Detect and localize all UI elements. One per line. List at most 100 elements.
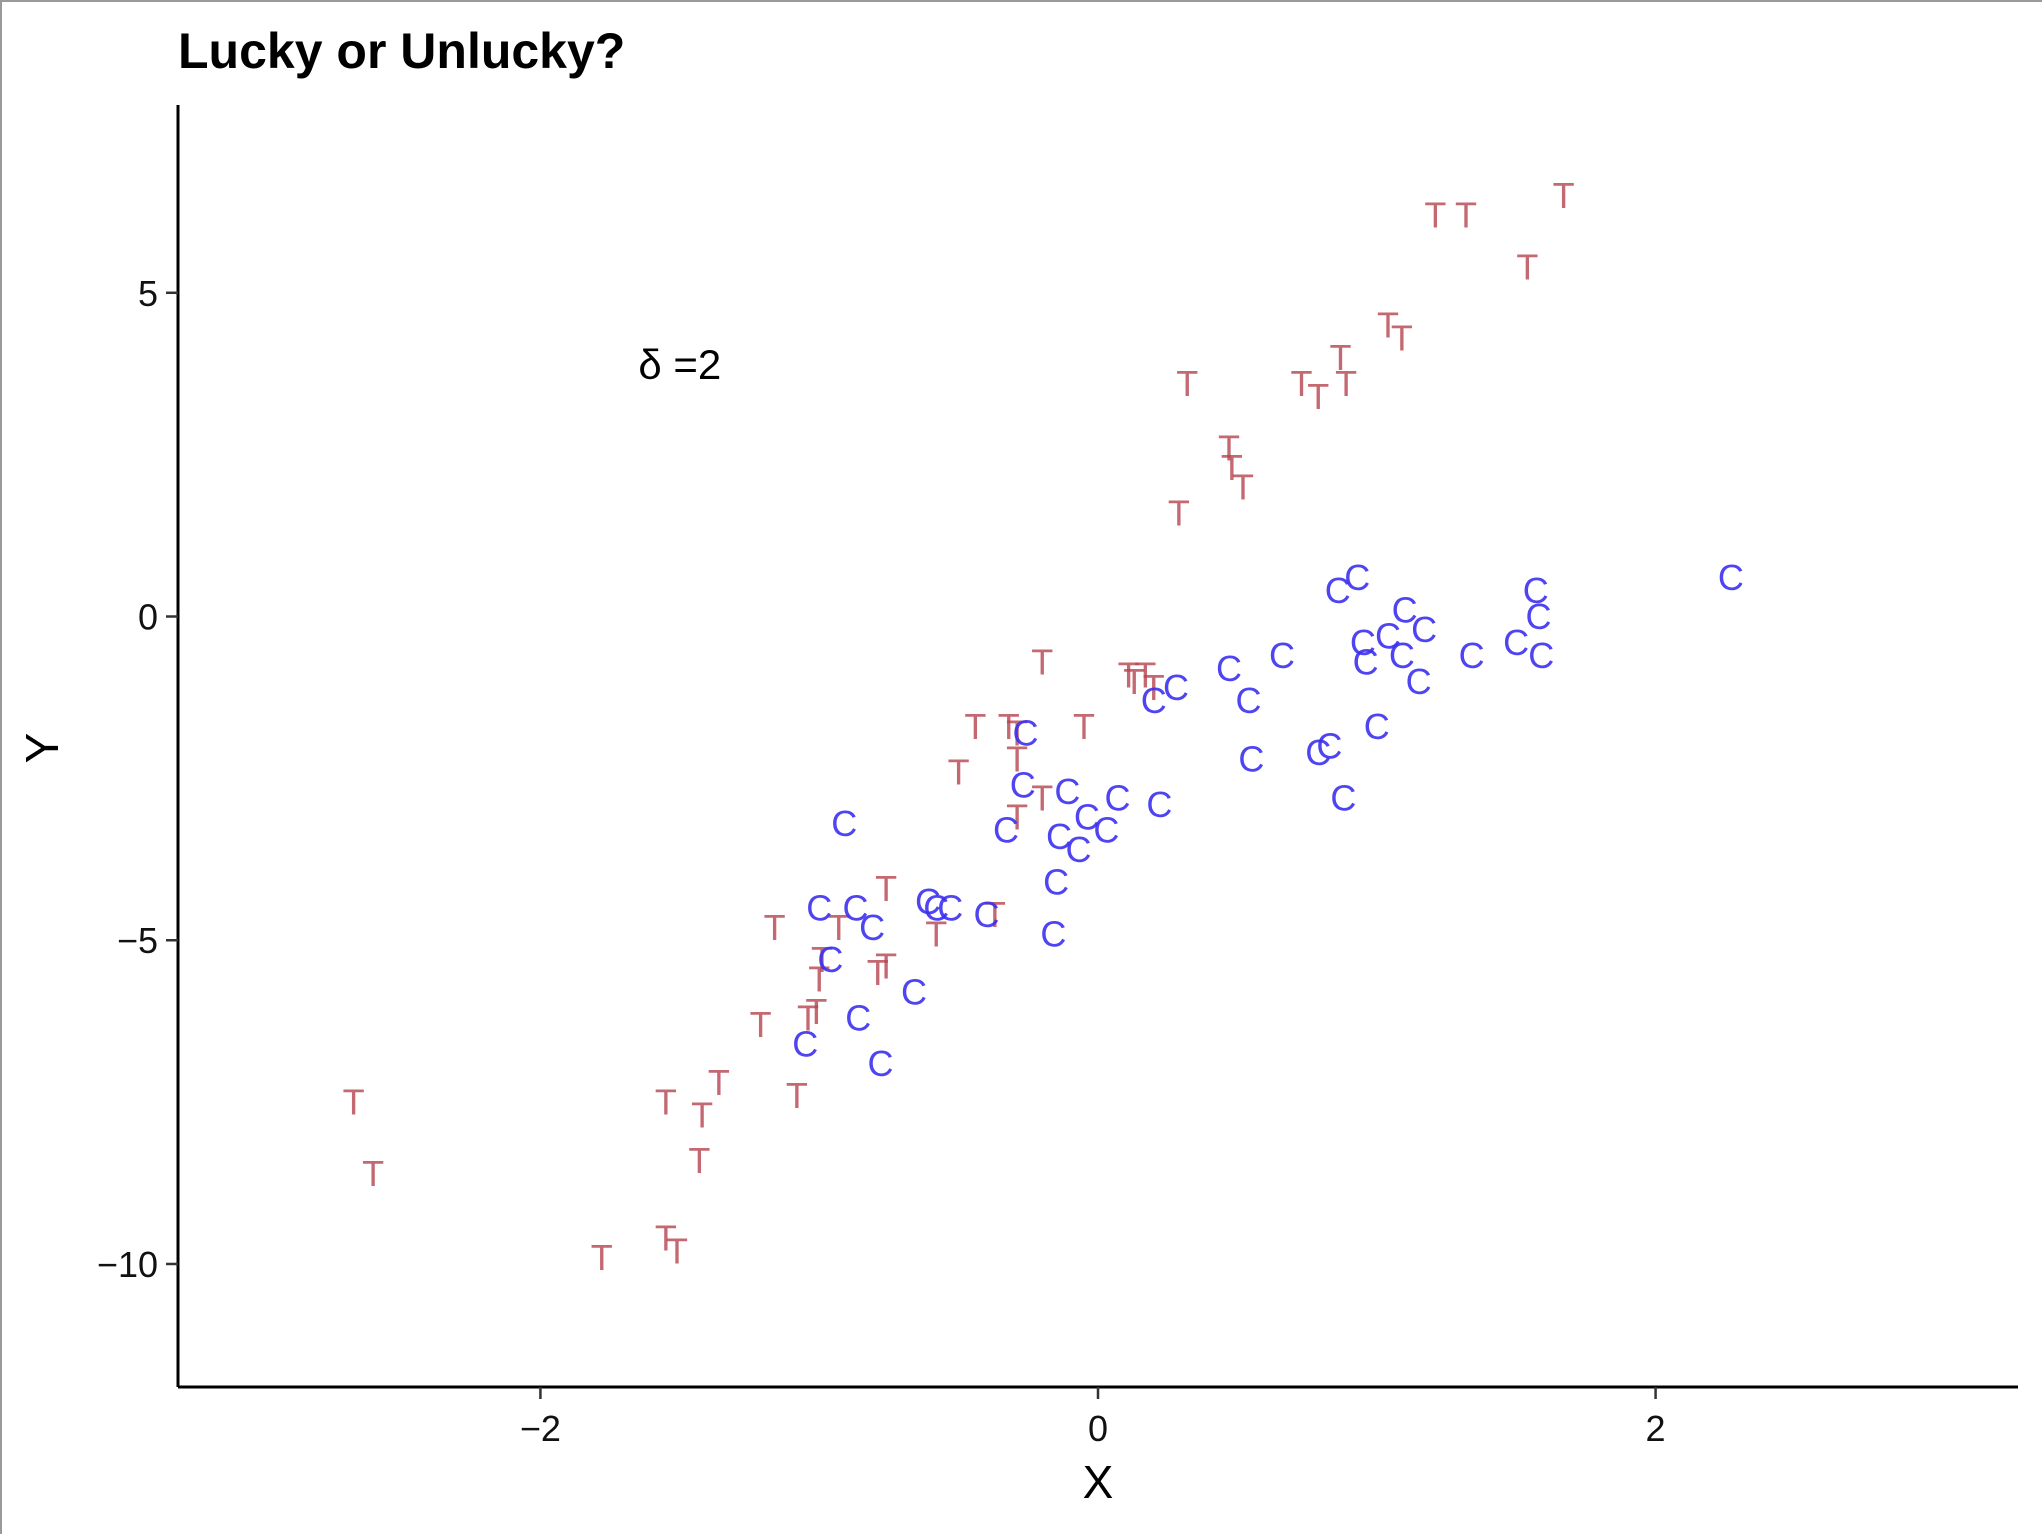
point-t: T <box>1006 713 1028 754</box>
point-c: C <box>1074 797 1100 838</box>
point-t: T <box>1516 246 1538 287</box>
point-t: T <box>1553 175 1575 216</box>
point-t: T <box>1006 797 1028 838</box>
point-c: C <box>831 803 857 844</box>
point-c: C <box>1040 913 1066 954</box>
point-c: C <box>973 894 999 935</box>
point-c: C <box>1105 777 1131 818</box>
point-c: C <box>1718 557 1744 598</box>
point-t: T <box>666 1231 688 1272</box>
point-c: C <box>1503 622 1529 663</box>
point-t: T <box>1031 777 1053 818</box>
point-c: C <box>923 887 949 928</box>
point-c: C <box>806 887 832 928</box>
point-t: T <box>786 1075 808 1116</box>
x-tick-label: 0 <box>1088 1408 1108 1449</box>
point-t: T <box>655 1218 677 1259</box>
point-c: C <box>1353 641 1379 682</box>
point-t: T <box>1031 641 1053 682</box>
point-c: C <box>1392 590 1418 631</box>
point-c: C <box>1523 570 1549 611</box>
point-t: T <box>984 894 1006 935</box>
point-c: C <box>1344 557 1370 598</box>
point-t: T <box>1424 195 1446 236</box>
point-c: C <box>1163 667 1189 708</box>
point-t: T <box>1307 376 1329 417</box>
point-c: C <box>1238 738 1264 779</box>
point-t: T <box>1335 363 1357 404</box>
point-t: T <box>808 959 830 1000</box>
point-c: C <box>1459 635 1485 676</box>
point-c: C <box>1046 816 1072 857</box>
point-c: C <box>1406 661 1432 702</box>
point-c: C <box>1528 635 1554 676</box>
point-c: C <box>993 810 1019 851</box>
point-t: T <box>1377 305 1399 346</box>
point-t: T <box>691 1095 713 1136</box>
x-tick-label: 2 <box>1646 1408 1666 1449</box>
point-c: C <box>792 1023 818 1064</box>
point-c: C <box>1013 713 1039 754</box>
point-t: T <box>1455 195 1477 236</box>
point-t: T <box>343 1082 365 1123</box>
point-c: C <box>868 1043 894 1084</box>
point-c: C <box>859 907 885 948</box>
point-t: T <box>688 1140 710 1181</box>
y-tick-label: −10 <box>97 1244 158 1285</box>
point-c: C <box>1043 861 1069 902</box>
point-t: T <box>1118 654 1140 695</box>
point-c: C <box>1093 810 1119 851</box>
point-t: T <box>750 1004 772 1045</box>
y-tick-label: 0 <box>138 597 158 638</box>
point-c: C <box>1305 732 1331 773</box>
delta-annotation: δ =2 <box>638 341 721 388</box>
point-t: T <box>1330 337 1352 378</box>
point-c: C <box>1389 635 1415 676</box>
point-c: C <box>937 887 963 928</box>
point-t: T <box>1143 667 1165 708</box>
point-c: C <box>901 972 927 1013</box>
point-c: C <box>915 881 941 922</box>
point-c: C <box>1364 706 1390 747</box>
point-t: T <box>708 1062 730 1103</box>
y-tick-label: −5 <box>117 920 158 961</box>
axes: −2 0 2 −10 −5 0 5 <box>97 105 2018 1449</box>
point-t: T <box>764 907 786 948</box>
point-c: C <box>1350 622 1376 663</box>
point-t: T <box>1134 654 1156 695</box>
point-t: T <box>1006 738 1028 779</box>
point-c: C <box>1411 609 1437 650</box>
point-c: C <box>1375 615 1401 656</box>
point-t: T <box>1391 318 1413 359</box>
point-c: C <box>1330 777 1356 818</box>
point-c: C <box>845 997 871 1038</box>
point-t: T <box>948 751 970 792</box>
point-c: C <box>1065 829 1091 870</box>
point-t: T <box>1168 492 1190 533</box>
x-tick-label: −2 <box>520 1408 561 1449</box>
point-t: T <box>1218 428 1240 469</box>
point-t: T <box>1176 363 1198 404</box>
point-c: C <box>1146 784 1172 825</box>
point-t: T <box>1291 363 1313 404</box>
point-t: T <box>805 991 827 1032</box>
point-c: C <box>1141 680 1167 721</box>
point-t: T <box>867 952 889 993</box>
point-c: C <box>1216 648 1242 689</box>
point-t: T <box>875 868 897 909</box>
point-t: T <box>1221 447 1243 488</box>
point-c: C <box>1325 570 1351 611</box>
y-tick-label: 5 <box>138 273 158 314</box>
point-t: T <box>811 939 833 980</box>
point-t: T <box>362 1153 384 1194</box>
point-t: T <box>655 1082 677 1123</box>
point-c: C <box>1010 764 1036 805</box>
chart-title: Lucky or Unlucky? <box>178 23 625 79</box>
point-c: C <box>1525 596 1551 637</box>
point-c: C <box>1054 771 1080 812</box>
point-t: T <box>875 946 897 987</box>
point-c: C <box>842 887 868 928</box>
point-t: T <box>964 706 986 747</box>
